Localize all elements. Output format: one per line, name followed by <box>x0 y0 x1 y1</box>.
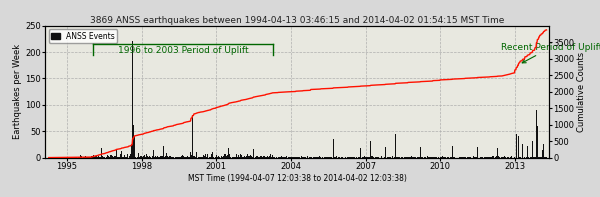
Text: Recent Period of Uplift: Recent Period of Uplift <box>501 43 600 63</box>
Y-axis label: Cumulative Counts: Cumulative Counts <box>577 52 586 132</box>
X-axis label: MST Time (1994-04-07 12:03:38 to 2014-04-02 12:03:38): MST Time (1994-04-07 12:03:38 to 2014-04… <box>188 174 406 183</box>
Legend: ANSS Events: ANSS Events <box>49 29 118 43</box>
Text: 1996 to 2003 Period of Uplift: 1996 to 2003 Period of Uplift <box>118 46 248 55</box>
Y-axis label: Earthquakes per Week: Earthquakes per Week <box>13 44 22 139</box>
Title: 3869 ANSS earthquakes between 1994-04-13 03:46:15 and 2014-04-02 01:54:15 MST Ti: 3869 ANSS earthquakes between 1994-04-13… <box>90 16 504 25</box>
